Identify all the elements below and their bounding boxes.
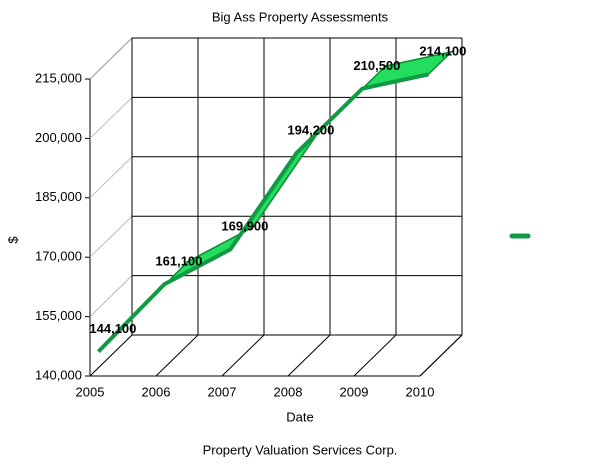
value-label: 210,500 xyxy=(353,58,400,73)
x-tick-label: 2009 xyxy=(340,384,369,399)
x-tick-label: 2008 xyxy=(274,384,303,399)
y-tick-label: 200,000 xyxy=(35,130,82,145)
value-label: 194,200 xyxy=(287,122,334,137)
value-label: 214,100 xyxy=(419,44,466,59)
grid-line xyxy=(89,275,133,317)
grid-line xyxy=(89,97,133,139)
grid-line xyxy=(419,334,463,377)
x-tick-label: 2010 xyxy=(406,384,435,399)
x-axis-label: Date xyxy=(286,409,313,424)
y-tick-label: 140,000 xyxy=(35,367,82,382)
y-tick-label: 170,000 xyxy=(35,249,82,264)
x-tick-label: 2006 xyxy=(142,384,171,399)
x-tick-label: 2007 xyxy=(208,384,237,399)
grid-line xyxy=(287,334,331,377)
y-tick-label: 215,000 xyxy=(35,70,82,85)
line-front-edge xyxy=(96,72,429,353)
grid-line xyxy=(89,37,133,80)
grid-line xyxy=(221,334,265,377)
grid-line xyxy=(89,215,133,258)
y-tick-label: 185,000 xyxy=(35,189,82,204)
x-tick-label: 2005 xyxy=(76,384,105,399)
y-tick-label: 155,000 xyxy=(35,308,82,323)
y-axis-label: $ xyxy=(5,236,20,244)
chart-title: Big Ass Property Assessments xyxy=(212,9,389,24)
value-label: 169,900 xyxy=(221,219,268,234)
grid-line xyxy=(89,334,133,377)
value-label: 161,100 xyxy=(155,253,202,268)
caption: Property Valuation Services Corp. xyxy=(203,442,398,457)
line-ribbon xyxy=(97,50,454,353)
grid-line xyxy=(353,334,397,377)
grid-line xyxy=(155,334,199,377)
grid-line xyxy=(89,156,133,199)
value-label: 144,100 xyxy=(89,321,136,336)
